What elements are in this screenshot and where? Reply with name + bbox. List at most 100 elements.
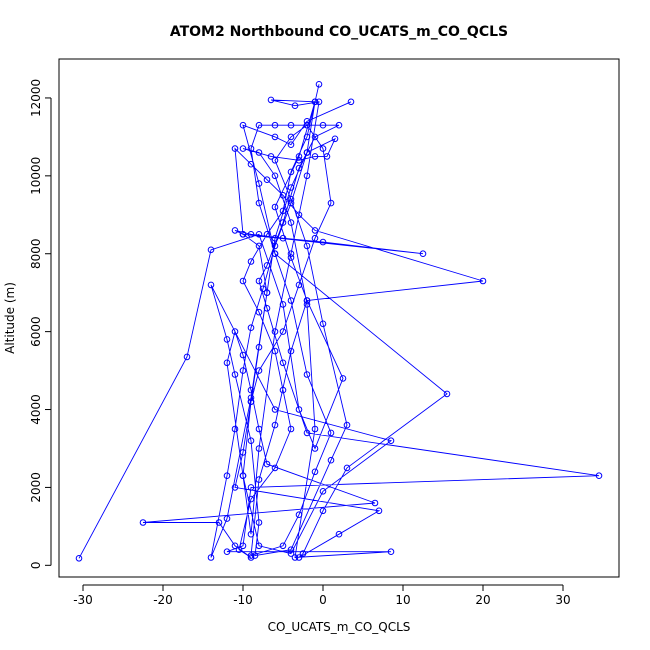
data-point [311,153,319,160]
data-point [255,367,263,374]
data-point [319,238,327,246]
data-point [255,149,263,156]
data-point [183,353,191,361]
data-point [311,425,319,433]
data-point [295,406,303,413]
y-tick-label: 0 [29,561,43,569]
chart-title: ATOM2 Northbound CO_UCATS_m_CO_QCLS [170,24,508,40]
data-point [139,519,147,526]
data-point [215,519,223,526]
data-point [295,164,303,172]
series-lines [78,84,600,559]
data-point [387,437,395,445]
data-point [231,484,239,491]
data-point [271,406,279,413]
data-point [263,305,271,312]
data-point [263,231,271,238]
data-point [303,172,311,180]
data-point [239,449,247,456]
data-point [239,472,247,480]
data-point [239,277,247,285]
data-point [319,488,327,495]
data-point [319,320,327,328]
y-axis: 0 2000 4000 6000 8000 10000 12000 [29,79,52,569]
data-point [303,121,311,129]
data-point [223,336,231,343]
data-point [247,495,255,503]
data-point [255,542,263,550]
data-point [239,351,247,359]
data-point [347,98,355,106]
data-point [255,425,263,433]
data-point [239,145,247,152]
data-point [319,145,327,152]
data-point [287,254,295,261]
data-point [287,199,295,207]
data-point [311,227,319,234]
data-point [223,548,231,556]
data-point [303,301,311,308]
data-point [231,371,239,378]
data-point [287,195,295,203]
data-point [311,234,319,242]
data-point [267,153,275,160]
data-point [239,231,247,238]
data-point [279,301,287,308]
data-point [247,398,255,406]
data-point [255,445,263,452]
data-point [387,548,395,556]
x-tick-label: -30 [73,593,93,607]
data-point [279,386,287,394]
data-point [303,133,311,141]
data-point [287,184,295,191]
data-point [255,519,263,526]
data-point [295,281,303,289]
data-point [315,81,323,88]
data-point [299,550,307,557]
data-point [247,554,255,561]
data-point [271,234,279,242]
data-point [331,135,339,143]
data-point [207,281,215,289]
data-point [271,347,279,355]
data-point [323,153,331,160]
data-point [295,157,303,164]
data-point [279,192,287,199]
data-point [419,250,427,257]
x-tick-label: 0 [319,593,327,607]
data-point [595,472,603,480]
data-point [255,308,263,316]
data-point [255,199,263,207]
data-point [343,421,351,429]
data-point [327,456,335,464]
data-point [479,277,487,285]
data-point [295,511,303,519]
data-point [247,145,255,152]
data-point [279,328,287,335]
data-point [271,242,279,250]
data-point [231,425,239,433]
data-point [207,246,215,254]
data-point [207,554,215,561]
data-point [443,390,451,398]
data-point [287,219,295,226]
data-point [255,343,263,351]
y-tick-label: 12000 [29,79,43,117]
data-point [259,285,267,293]
y-tick-label: 6000 [29,316,43,347]
data-point [231,328,239,335]
data-point [271,133,279,141]
data-point [339,375,347,382]
data-point [231,542,239,550]
data-point [235,546,243,554]
data-point [335,530,343,538]
data-point [247,394,255,402]
data-point [327,429,335,437]
data-point [295,554,303,561]
data-point [255,476,263,483]
data-point [291,554,299,561]
data-point [239,367,247,374]
data-point [247,231,255,238]
data-point [287,250,295,257]
data-point [303,149,311,156]
